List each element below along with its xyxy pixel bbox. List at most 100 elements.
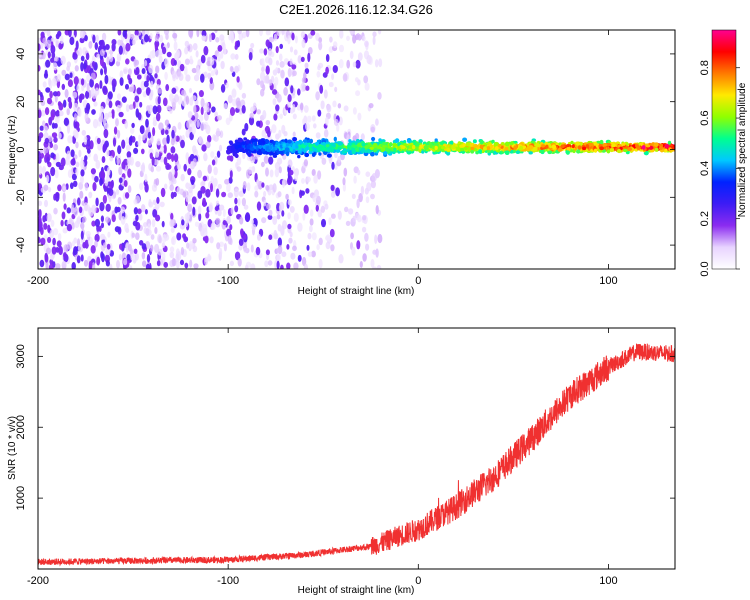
heatmap-noise-cell bbox=[63, 117, 70, 127]
heatmap-noise-cell bbox=[52, 237, 56, 246]
heatmap-noise-cell bbox=[265, 167, 269, 177]
heatmap-noise-cell bbox=[243, 204, 249, 210]
heatmap-noise-cell bbox=[197, 190, 203, 199]
heatmap-noise-cell bbox=[155, 30, 160, 35]
heatmap-noise-cell bbox=[140, 126, 144, 132]
heatmap-noise-cell bbox=[158, 122, 164, 131]
heatmap-noise-cell bbox=[318, 237, 323, 246]
snr-frame bbox=[37, 327, 676, 570]
heatmap-signal-cell bbox=[385, 148, 390, 152]
heatmap-noise-cell bbox=[192, 145, 197, 153]
heatmap-noise-cell bbox=[200, 98, 205, 108]
heatmap-noise-cell bbox=[105, 216, 111, 223]
heatmap-noise-cell bbox=[275, 45, 279, 54]
heatmap-signal-cell bbox=[241, 141, 246, 146]
heatmap-noise-cell bbox=[184, 213, 190, 221]
heatmap-noise-cell bbox=[94, 87, 100, 96]
heatmap-noise-cell bbox=[269, 36, 275, 43]
heatmap-noise-cell bbox=[164, 71, 168, 81]
heatmap-noise-cell bbox=[188, 30, 194, 38]
heatmap-noise-cell bbox=[173, 59, 177, 66]
heatmap-signal-cell bbox=[272, 154, 278, 158]
heatmap-noise-cell bbox=[201, 180, 206, 187]
heatmap-signal-cell bbox=[282, 143, 286, 147]
heatmap-noise-cell bbox=[214, 111, 219, 118]
heatmap-noise-cell bbox=[330, 244, 335, 252]
heatmap-noise-cell bbox=[156, 196, 160, 204]
heatmap-signal-cell bbox=[534, 142, 541, 148]
heatmap-signal-cell bbox=[383, 150, 388, 156]
heatmap-signal-cell bbox=[593, 148, 598, 153]
heatmap-noise-cell bbox=[198, 212, 202, 222]
heatmap-noise-cell bbox=[144, 209, 148, 215]
heatmap-noise-cell bbox=[265, 39, 270, 48]
heatmap-noise-cell bbox=[311, 169, 316, 176]
heatmap-noise-cell bbox=[289, 58, 293, 66]
heatmap-noise-cell bbox=[211, 159, 216, 166]
spectrogram-x-tick-label: -200 bbox=[27, 275, 49, 287]
heatmap-noise-cell bbox=[273, 229, 278, 240]
heatmap-noise-cell bbox=[376, 264, 382, 269]
heatmap-noise-cell bbox=[220, 84, 226, 93]
heatmap-noise-cell bbox=[92, 118, 99, 129]
colorbar-tick-label: 0.0 bbox=[699, 261, 711, 276]
heatmap-noise-cell bbox=[128, 104, 134, 110]
heatmap-noise-cell bbox=[169, 108, 173, 114]
heatmap-signal-cell bbox=[289, 147, 294, 152]
heatmap-noise-cell bbox=[291, 32, 295, 41]
heatmap-signal-cell bbox=[570, 140, 574, 145]
heatmap-noise-cell bbox=[149, 50, 154, 60]
heatmap-noise-cell bbox=[119, 77, 124, 86]
heatmap-noise-cell bbox=[315, 91, 320, 101]
heatmap-noise-cell bbox=[125, 58, 130, 65]
heatmap-noise-cell bbox=[53, 207, 58, 215]
heatmap-noise-cell bbox=[292, 245, 297, 252]
heatmap-noise-cell bbox=[117, 145, 122, 155]
heatmap-noise-cell bbox=[50, 57, 55, 63]
heatmap-noise-cell bbox=[350, 232, 354, 240]
heatmap-noise-cell bbox=[152, 105, 158, 115]
colorbar-tick-label: 0.8 bbox=[699, 60, 711, 75]
heatmap-noise-cell bbox=[185, 194, 191, 203]
heatmap-noise-cell bbox=[145, 118, 149, 128]
heatmap-noise-cell bbox=[339, 153, 345, 161]
heatmap-noise-cell bbox=[303, 159, 309, 167]
heatmap-noise-cell bbox=[300, 190, 305, 196]
heatmap-noise-cell bbox=[154, 42, 159, 51]
heatmap-signal-cell bbox=[528, 151, 533, 155]
heatmap-noise-cell bbox=[181, 99, 187, 107]
heatmap-noise-cell bbox=[92, 182, 97, 192]
heatmap-noise-cell bbox=[55, 263, 61, 269]
heatmap-noise-cell bbox=[287, 35, 291, 45]
heatmap-noise-cell bbox=[236, 76, 240, 83]
heatmap-noise-cell bbox=[325, 66, 329, 75]
heatmap-noise-cell bbox=[164, 183, 168, 190]
heatmap-noise-cell bbox=[238, 238, 244, 247]
heatmap-noise-cell bbox=[161, 220, 165, 228]
heatmap-noise-cell bbox=[284, 77, 290, 87]
heatmap-noise-cell bbox=[43, 199, 49, 208]
heatmap-noise-cell bbox=[107, 91, 113, 100]
heatmap-noise-cell bbox=[279, 53, 283, 62]
heatmap-noise-cell bbox=[243, 233, 247, 240]
heatmap-noise-cell bbox=[93, 153, 99, 162]
heatmap-noise-cell bbox=[274, 162, 281, 170]
heatmap-signal-cell bbox=[316, 147, 322, 151]
heatmap-noise-cell bbox=[217, 209, 222, 217]
heatmap-noise-cell bbox=[66, 124, 71, 134]
heatmap-noise-cell bbox=[285, 193, 289, 200]
heatmap-noise-cell bbox=[275, 67, 279, 73]
heatmap-noise-cell bbox=[145, 227, 150, 237]
heatmap-noise-cell bbox=[239, 216, 244, 225]
heatmap-noise-cell bbox=[54, 169, 59, 179]
heatmap-noise-cell bbox=[244, 213, 251, 223]
heatmap-noise-cell bbox=[71, 240, 76, 247]
heatmap-noise-cell bbox=[225, 117, 231, 126]
heatmap-noise-cell bbox=[94, 240, 98, 248]
heatmap-noise-cell bbox=[38, 208, 42, 218]
heatmap-noise-cell bbox=[145, 263, 151, 269]
heatmap-signal-cell bbox=[449, 140, 454, 145]
heatmap-signal-cell bbox=[322, 150, 328, 155]
heatmap-noise-cell bbox=[111, 214, 116, 223]
heatmap-noise-cell bbox=[144, 173, 148, 183]
